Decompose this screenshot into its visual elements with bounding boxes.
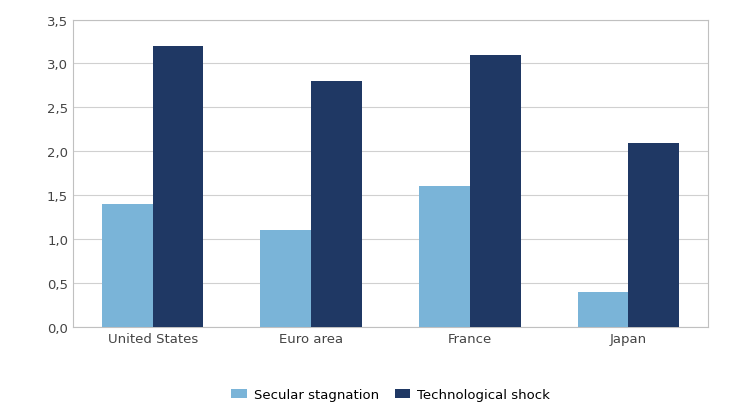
Bar: [261, 231, 311, 327]
Bar: [153, 47, 204, 327]
Bar: [311, 82, 362, 327]
Bar: [629, 143, 679, 327]
Legend: Secular stagnation, Technological shock: Secular stagnation, Technological shock: [226, 383, 556, 407]
Bar: [470, 56, 520, 327]
Bar: [419, 187, 470, 327]
Bar: [102, 204, 153, 327]
Bar: [577, 292, 629, 327]
